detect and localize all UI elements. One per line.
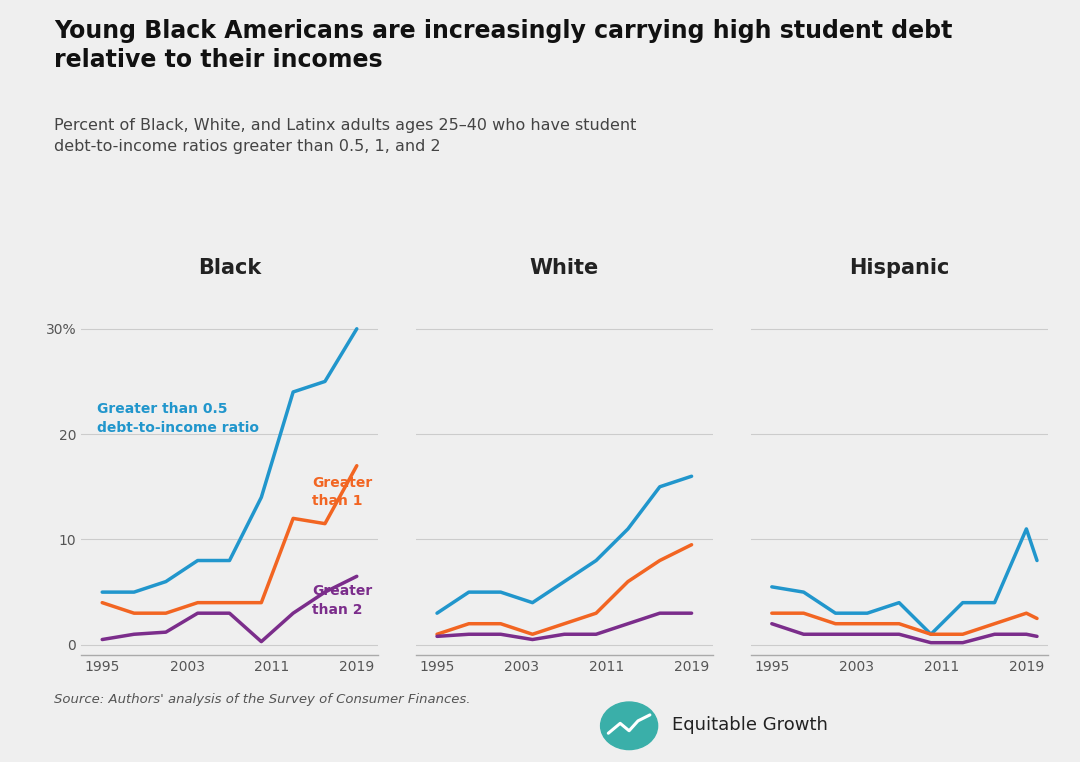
Text: Black: Black — [198, 258, 261, 278]
Text: Equitable Growth: Equitable Growth — [672, 716, 827, 735]
Circle shape — [600, 702, 658, 750]
Text: Source: Authors' analysis of the Survey of Consumer Finances.: Source: Authors' analysis of the Survey … — [54, 693, 471, 706]
Text: Greater than 0.5
debt-to-income ratio: Greater than 0.5 debt-to-income ratio — [97, 402, 259, 434]
Text: Greater
than 2: Greater than 2 — [312, 584, 373, 616]
Text: White: White — [529, 258, 599, 278]
Text: Percent of Black, White, and Latinx adults ages 25–40 who have student
debt-to-i: Percent of Black, White, and Latinx adul… — [54, 118, 636, 153]
Text: Hispanic: Hispanic — [849, 258, 949, 278]
Text: Young Black Americans are increasingly carrying high student debt
relative to th: Young Black Americans are increasingly c… — [54, 19, 953, 72]
Text: Greater
than 1: Greater than 1 — [312, 475, 373, 508]
